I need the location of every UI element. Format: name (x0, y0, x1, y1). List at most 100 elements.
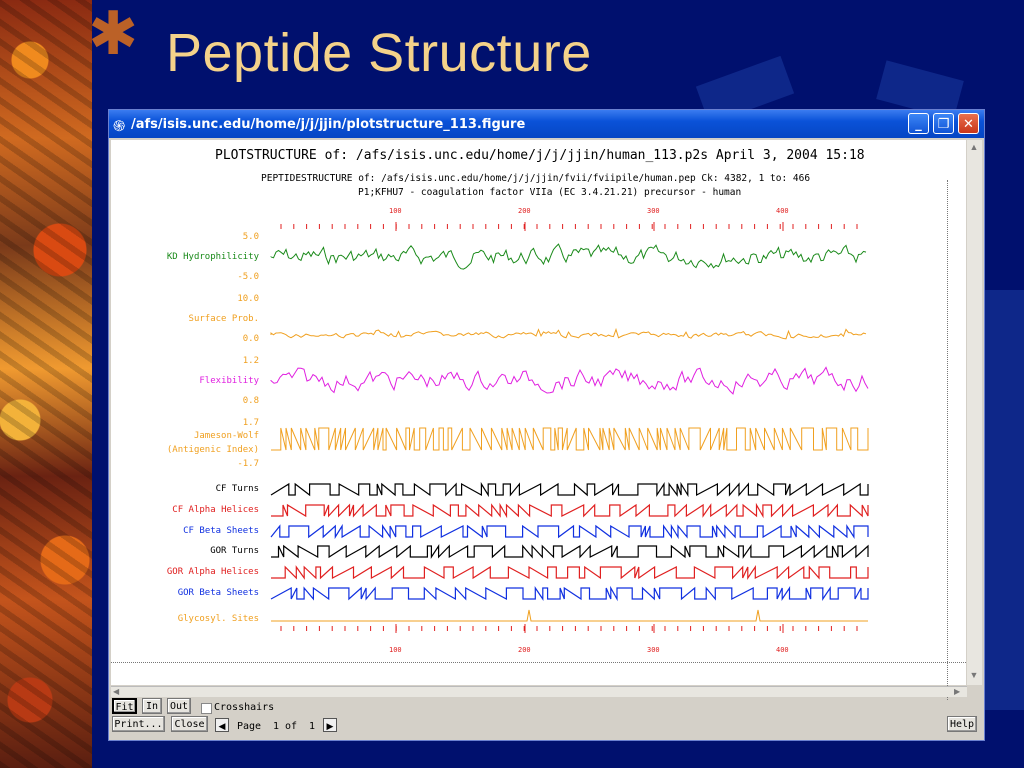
axis-tick-label: 100 (389, 207, 402, 215)
background-arrow (985, 290, 1024, 710)
track-label-wrap: 0.8 (111, 396, 259, 410)
print-button[interactable]: Print... (112, 716, 165, 732)
gor-alpha-helices-trace (271, 565, 869, 580)
jw-scale-top: 1.7 (242, 418, 259, 428)
slide-decoration-strip (0, 0, 92, 768)
of-label: of (285, 721, 298, 732)
surface-prob-trace (270, 327, 867, 340)
track-label-wrap: KD Hydrophilicity (111, 252, 259, 266)
slide-title: Peptide Structure (166, 23, 592, 83)
axis-tick-label: 200 (518, 646, 531, 654)
cf-turns-label: CF Turns (215, 484, 259, 494)
vertical-scrollbar[interactable]: ▲ ▼ (967, 140, 982, 685)
gor-beta-sheets-trace (270, 585, 869, 602)
track-label-wrap: GOR Alpha Helices (111, 567, 259, 581)
horizontal-scrollbar[interactable]: ◀ ▶ (111, 686, 967, 697)
axis-tick-label: 300 (647, 207, 660, 215)
spiral-icon: ֍ (113, 118, 126, 135)
plot-window: ֍ /afs/isis.unc.edu/home/j/j/jjin/plotst… (109, 110, 984, 740)
minimize-icon: _ (915, 117, 922, 132)
scroll-up-icon[interactable]: ▲ (969, 142, 979, 152)
page-number: 1 (273, 721, 280, 732)
track-label-wrap: CF Beta Sheets (111, 526, 259, 540)
flexibility-trace (270, 366, 869, 395)
antigenic-index-label: (Antigenic Index) (166, 445, 259, 455)
track-label-wrap: 5.0 (111, 232, 259, 246)
surface-prob-label: Surface Prob. (188, 314, 259, 324)
kd-hydrophilicity-trace (270, 243, 867, 270)
scroll-left-icon[interactable]: ◀ (113, 687, 120, 696)
prev-page-button[interactable]: ◀ (215, 718, 229, 732)
page-label: Page (237, 721, 262, 732)
surf-scale-bottom: 0.0 (242, 334, 259, 344)
plot-header-line2: PEPTIDESTRUCTURE of: /afs/isis.unc.edu/h… (261, 173, 811, 184)
zoom-in-button[interactable]: In (142, 698, 162, 714)
next-page-button[interactable]: ▶ (323, 718, 337, 732)
scroll-right-icon[interactable]: ▶ (954, 687, 961, 696)
axis-tick-label: 200 (518, 207, 531, 215)
track-label-wrap: 10.0 (111, 294, 259, 308)
glycosyl-sites-trace (271, 609, 868, 622)
cf-alpha-helices-trace (271, 502, 869, 519)
track-label-wrap: Flexibility (111, 376, 259, 390)
title-bar[interactable]: ֍ /afs/isis.unc.edu/home/j/j/jjin/plotst… (109, 110, 984, 138)
restore-icon: ❐ (937, 117, 950, 132)
close-button[interactable]: Close (171, 716, 208, 732)
track-label-wrap: Surface Prob. (111, 314, 259, 328)
jameson-wolf-trace (271, 427, 869, 451)
track-label-wrap: -1.7 (111, 459, 259, 473)
track-label-wrap: CF Alpha Helices (111, 505, 259, 519)
gor-turns-label: GOR Turns (210, 546, 259, 556)
flex-scale-top: 1.2 (242, 356, 259, 366)
jameson-wolf-label: Jameson-Wolf (193, 431, 259, 441)
flex-scale-bottom: 0.8 (242, 396, 259, 406)
cf-beta-sheets-trace (270, 523, 869, 540)
glycosyl-sites-label: Glycosyl. Sites (177, 614, 259, 624)
track-label-wrap: 0.0 (111, 334, 259, 348)
gear-icon: ✱ (88, 0, 139, 67)
restore-button[interactable]: ❐ (933, 113, 954, 134)
plot-header-line1: PLOTSTRUCTURE of: /afs/isis.unc.edu/home… (215, 148, 865, 163)
track-label-wrap: GOR Turns (111, 546, 259, 560)
fit-button[interactable]: Fit (112, 698, 137, 714)
page-boundary-vertical (947, 180, 948, 700)
cf-beta-sheets-label: CF Beta Sheets (183, 526, 259, 536)
close-icon: ✕ (963, 117, 974, 132)
kd-scale-bottom: -5.0 (237, 272, 259, 282)
cf-turns-trace (270, 481, 869, 498)
track-label-wrap: -5.0 (111, 272, 259, 286)
help-button[interactable]: Help (947, 716, 977, 732)
zoom-out-button[interactable]: Out (167, 698, 191, 714)
minimize-button[interactable]: _ (908, 113, 929, 134)
track-label-wrap: Jameson-Wolf (111, 431, 259, 445)
crosshairs-checkbox[interactable] (201, 703, 212, 714)
track-label-wrap: Glycosyl. Sites (111, 614, 259, 628)
track-label-wrap: 1.7 (111, 418, 259, 432)
jw-scale-bottom: -1.7 (237, 459, 259, 469)
window-title: /afs/isis.unc.edu/home/j/j/jjin/plotstru… (131, 117, 526, 132)
close-window-button[interactable]: ✕ (958, 113, 979, 134)
plot-header-line3: P1;KFHU7 - coagulation factor VIIa (EC 3… (358, 187, 742, 198)
track-label-wrap: (Antigenic Index) (111, 445, 259, 459)
kd-hydrophilicity-label: KD Hydrophilicity (166, 252, 259, 262)
gor-turns-trace (271, 543, 869, 560)
gor-alpha-helices-label: GOR Alpha Helices (166, 567, 259, 577)
kd-scale-top: 5.0 (242, 232, 259, 242)
track-label-wrap: GOR Beta Sheets (111, 588, 259, 602)
track-label-wrap: CF Turns (111, 484, 259, 498)
axis-tick-label: 400 (776, 207, 789, 215)
scroll-down-icon[interactable]: ▼ (969, 670, 979, 680)
flexibility-label: Flexibility (199, 376, 259, 386)
axis-tick-label: 100 (389, 646, 402, 654)
cf-alpha-helices-label: CF Alpha Helices (172, 505, 259, 515)
track-label-wrap: 1.2 (111, 356, 259, 370)
axis-tick-label: 300 (647, 646, 660, 654)
axis-tick-label: 400 (776, 646, 789, 654)
surf-scale-top: 10.0 (237, 294, 259, 304)
page-boundary-horizontal (111, 662, 966, 663)
plot-canvas[interactable]: PLOTSTRUCTURE of: /afs/isis.unc.edu/home… (111, 140, 966, 700)
gor-beta-sheets-label: GOR Beta Sheets (177, 588, 259, 598)
plot-svg: 100 200 300 400 100 200 300 400 (270, 207, 869, 654)
crosshairs-label: Crosshairs (214, 702, 275, 713)
page-total: 1 (309, 721, 316, 732)
